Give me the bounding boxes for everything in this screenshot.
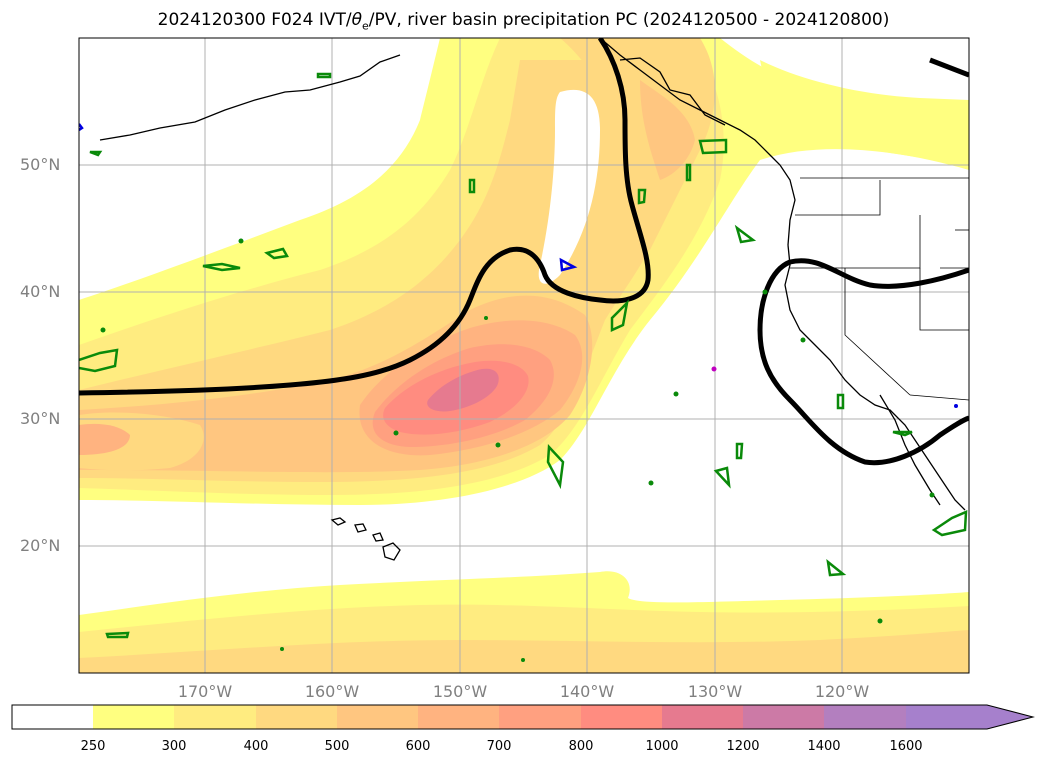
colorbar-tick-1600: 1600 [889, 739, 923, 754]
colorbar-bin-9 [743, 705, 824, 729]
colorbar-bin-2 [174, 705, 256, 729]
hawaii-oahu [354, 523, 367, 533]
colorbar-tick-800: 800 [568, 739, 594, 754]
high-marker [711, 366, 717, 372]
lon-label-160w: 160°W [304, 682, 360, 701]
colorbar-tick-700: 700 [486, 739, 512, 754]
pv-contour [79, 38, 969, 466]
colorbar-bin-0 [12, 705, 93, 729]
lon-label-120w: 120°W [814, 682, 870, 701]
colorbar-bin-5 [418, 705, 499, 729]
colorbar-bin-4 [337, 705, 418, 729]
colorbar-extend-arrow [906, 705, 1033, 729]
ivt-ne-250 [760, 60, 969, 165]
colorbar-bin-1 [93, 705, 174, 729]
map-frame [78, 37, 970, 674]
lat-label-50n: 50°N [20, 155, 61, 174]
map-area [79, 38, 969, 673]
coastlines [99, 38, 966, 561]
theta-e-dots [100, 238, 935, 662]
ivt-plume-1000 [427, 368, 499, 412]
colorbar-tick-1000: 1000 [645, 739, 679, 754]
colorbar-tick-300: 300 [161, 739, 187, 754]
alaska-islands [619, 57, 726, 126]
theta-e-contours [79, 72, 968, 639]
lat-label-40n: 40°N [20, 282, 61, 301]
colorbar-tick-250: 250 [80, 739, 106, 754]
colorbar-outline [11, 704, 1035, 730]
gridlines [79, 38, 969, 673]
colorbar [11, 704, 1035, 730]
lon-label-140w: 140°W [559, 682, 615, 701]
hawaii-kauai [330, 517, 347, 526]
lat-label-30n: 30°N [20, 409, 61, 428]
colorbar-bin-7 [581, 705, 662, 729]
colorbar-tick-500: 500 [324, 739, 350, 754]
colorbar-bin-3 [256, 705, 337, 729]
lat-label-20n: 20°N [20, 536, 61, 555]
ivt-west-600 [79, 423, 130, 455]
blue-marker [954, 404, 958, 408]
colorbar-tick-1400: 1400 [807, 739, 841, 754]
ivt-shading [79, 38, 969, 673]
hawaii-big-island [382, 542, 401, 561]
colorbar-bin-8 [662, 705, 743, 729]
lon-label-170w: 170°W [177, 682, 233, 701]
colorbar-bin-6 [499, 705, 581, 729]
colorbar-tick-1200: 1200 [726, 739, 760, 754]
state-borders [790, 177, 969, 401]
colorbar-tick-600: 600 [405, 739, 431, 754]
us-west-coast [784, 244, 966, 511]
colorbar-tick-400: 400 [243, 739, 269, 754]
map-title: 2024120300 F024 IVT/θe/PV, river basin p… [157, 10, 890, 33]
ivt-south-400 [79, 630, 969, 673]
ivt-north-500 [640, 80, 695, 180]
lon-label-150w: 150°W [432, 682, 488, 701]
ivt-gap [538, 89, 600, 284]
alaska-coast [599, 38, 796, 246]
colorbar-bin-10 [824, 705, 906, 729]
hawaii-maui [372, 532, 384, 542]
aleutian-islands [99, 54, 401, 141]
low-contours [79, 123, 578, 272]
lon-label-130w: 130°W [687, 682, 743, 701]
